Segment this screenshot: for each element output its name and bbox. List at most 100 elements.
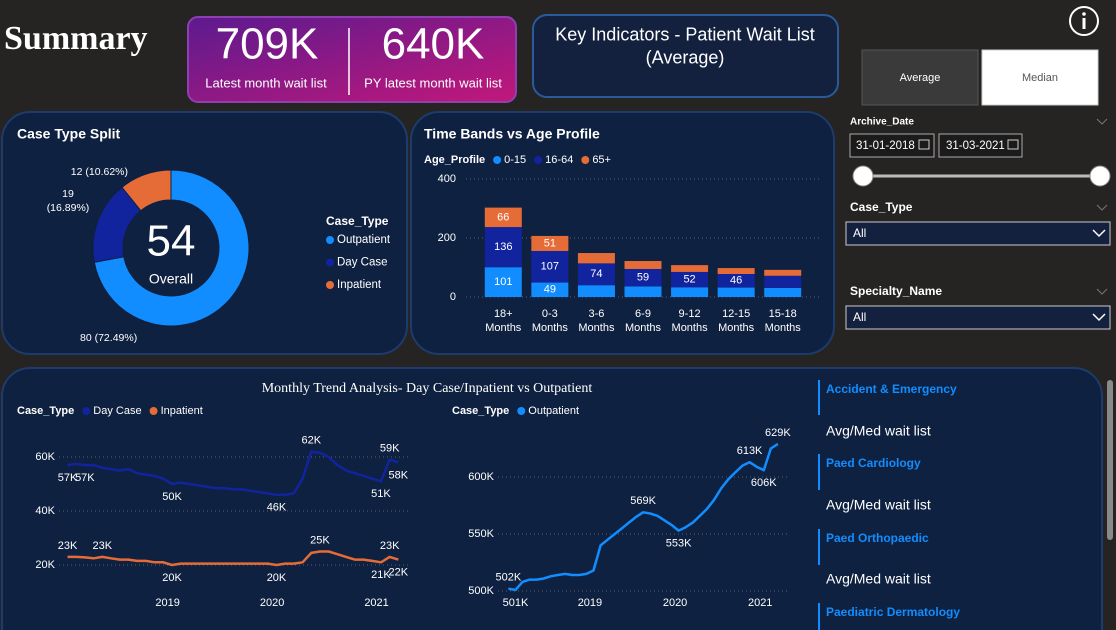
bar-segment: [577, 285, 615, 297]
collapse-icon[interactable]: [1096, 118, 1108, 125]
bar-segment: [531, 250, 569, 283]
bar-segment: [717, 287, 755, 297]
data-label: 101: [494, 276, 512, 288]
bar-segment: [764, 275, 802, 288]
donut-segment: [121, 169, 172, 212]
bar-segment: [717, 268, 755, 274]
bar-segment: [671, 271, 709, 288]
bar-segment: [577, 263, 615, 286]
data-label: 62K: [301, 435, 321, 447]
legend-title: Case_Type: [326, 214, 389, 228]
legend-marker: [534, 156, 543, 164]
toggle-average[interactable]: [861, 49, 979, 106]
x-tick-label: 15-18 Months: [765, 308, 802, 334]
list-item[interactable]: Paediatric Dermatology: [826, 605, 960, 619]
bar-segment: [671, 265, 709, 272]
data-label: 502K: [496, 572, 522, 584]
data-label: 613K: [737, 445, 763, 457]
y-tick-label: 500K: [468, 585, 494, 597]
scrollbar[interactable]: [1107, 380, 1113, 540]
collapse-icon[interactable]: [1096, 204, 1108, 211]
x-tick-label: 2019: [155, 597, 179, 609]
legend-marker: [149, 407, 158, 415]
y-tick-label: 40K: [35, 505, 55, 517]
bar-segment: [624, 286, 662, 297]
toggle-label: Average: [900, 72, 941, 84]
data-label: 52: [683, 274, 695, 286]
legend-label: 16-64: [545, 154, 573, 166]
x-tick-label: 3-6 Months: [578, 308, 615, 334]
date-input[interactable]: [938, 133, 1023, 158]
list-item[interactable]: Paed Orthopaedic: [826, 531, 929, 545]
legend-marker: [326, 236, 334, 244]
info-button[interactable]: [1069, 6, 1099, 36]
legend-marker: [517, 407, 526, 415]
kpi-label: PY latest month wait list: [364, 75, 502, 90]
data-label: 51: [544, 237, 556, 249]
data-label: 50K: [162, 491, 182, 503]
legend-title: Age_Profile: [424, 154, 485, 166]
legend-label: Inpatient: [337, 279, 382, 291]
x-tick-label: 0-3 Months: [532, 308, 569, 334]
data-label: 107: [541, 261, 559, 273]
bar-segment: [531, 235, 569, 251]
toggle-label: Median: [1022, 72, 1058, 84]
slider-handle[interactable]: [1089, 165, 1111, 187]
data-label: 23K: [93, 540, 113, 552]
dropdown-value: All: [853, 310, 866, 324]
chart-title: Case Type Split: [17, 126, 121, 142]
list-item[interactable]: Accident & Emergency: [826, 382, 957, 396]
data-label: 569K: [630, 495, 656, 507]
legend-label: Day Case: [93, 405, 141, 417]
data-label: 21K: [371, 569, 391, 581]
data-label: 22K: [389, 567, 409, 579]
bar-segment: [531, 282, 569, 297]
kpi-value: 640K: [382, 20, 485, 69]
filter-label: Specialty_Name: [850, 284, 942, 298]
calendar-icon: [918, 139, 930, 150]
metric-label: Avg/Med wait list: [826, 423, 931, 439]
chart-title: Time Bands vs Age Profile: [424, 126, 600, 142]
data-label: 25K: [310, 534, 330, 546]
date-input[interactable]: [849, 133, 935, 158]
dropdown[interactable]: [845, 305, 1111, 330]
key-indicators-card: [532, 14, 839, 98]
legend-label: 0-15: [504, 154, 526, 166]
legend-marker: [82, 407, 91, 415]
x-tick-label: 2019: [578, 597, 602, 609]
center-label: Overall: [149, 271, 193, 287]
info-icon[interactable]: [1069, 6, 1099, 36]
list-item[interactable]: Paed Cardiology: [826, 456, 921, 470]
bar-segment: [484, 207, 522, 228]
kpi-label: Latest month wait list: [205, 75, 327, 90]
data-label: 606K: [751, 477, 777, 489]
data-label: 66: [497, 211, 509, 223]
dropdown[interactable]: [845, 221, 1111, 246]
toggle: Average Median: [861, 49, 1099, 106]
filter-label: Case_Type: [850, 200, 913, 214]
y-tick-label: 60K: [35, 451, 55, 463]
bar-segment: [764, 287, 802, 297]
chart-title: Monthly Trend Analysis- Day Case/Inpatie…: [262, 381, 593, 396]
slider-handle[interactable]: [852, 165, 874, 187]
data-label: 58K: [389, 469, 409, 481]
data-label: 501K: [503, 597, 529, 609]
legend-label: Outpatient: [337, 234, 391, 246]
data-label: 49: [544, 284, 556, 296]
x-tick-label: 9-12 Months: [672, 308, 709, 334]
collapse-icon[interactable]: [1096, 288, 1108, 295]
bar-segment: [577, 253, 615, 264]
dropdown-value: All: [853, 226, 866, 240]
center-value: 54: [147, 217, 196, 266]
data-label: 59: [637, 272, 649, 284]
legend-label: Inpatient: [161, 405, 203, 417]
data-label: 553K: [666, 537, 692, 549]
bar-segment: [484, 267, 522, 297]
data-label: 80 (72.49%): [80, 332, 137, 344]
line: [508, 442, 779, 592]
bar-segment: [624, 261, 662, 269]
donut-segment: [93, 169, 250, 327]
toggle-median[interactable]: [981, 49, 1099, 106]
filter-label: Archive_Date: [850, 117, 914, 128]
